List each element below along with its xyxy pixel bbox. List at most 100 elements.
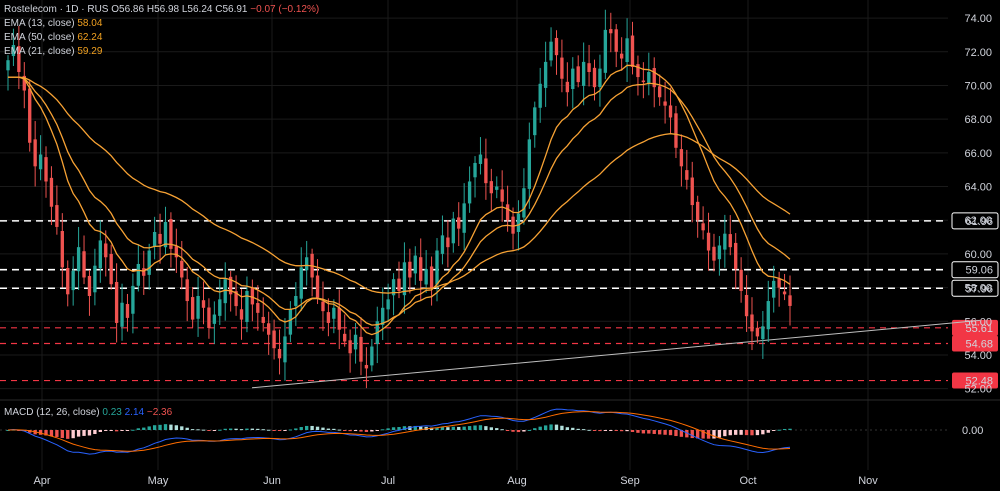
macd-histogram-bar [495, 428, 499, 430]
macd-histogram-bar [505, 430, 510, 431]
macd-histogram-bar [663, 430, 667, 435]
macd-histogram-bar [755, 430, 760, 436]
support-trendline [251, 319, 981, 389]
candle-body [305, 257, 309, 271]
macd-histogram-bar [239, 429, 244, 431]
macd-histogram-bar [397, 427, 401, 430]
macd-histogram-bar [321, 427, 325, 430]
candle-body [554, 37, 559, 56]
macd-histogram-bar [310, 425, 314, 430]
macd-histogram-bar [272, 430, 276, 431]
ema13-legend[interactable]: EMA (13, close) 58.04 [4, 17, 319, 31]
y-tick-label: 60.00 [964, 249, 992, 261]
macd-histogram-bar [201, 429, 206, 431]
candle-body [701, 223, 705, 231]
macd-histogram-bar [587, 429, 591, 431]
candle-body [533, 107, 537, 136]
macd-histogram-bar [473, 425, 477, 430]
macd-histogram-bar [93, 430, 97, 434]
candle-body [478, 154, 483, 164]
y-tick-label: 56.00 [964, 316, 992, 328]
macd-histogram-bar [38, 430, 43, 435]
macd-histogram-bar [592, 430, 597, 431]
level-badge [951, 212, 999, 230]
candle-body [120, 302, 124, 327]
candle-body [147, 250, 151, 275]
candle-body [207, 307, 211, 328]
macd-histogram-bar [788, 428, 792, 430]
candle-body [136, 264, 141, 286]
macd-histogram-bar [717, 430, 722, 438]
macd-histogram-bar [256, 428, 260, 430]
candle-body [690, 177, 694, 206]
candle-body [55, 205, 59, 227]
level-label: 59.06 [965, 265, 993, 277]
candle-body [565, 81, 570, 93]
candle-body [152, 232, 157, 247]
horizontal-levels: 61.96 59.06 57.96 55.61 54.68 52.48 [0, 212, 999, 389]
candle-body [332, 307, 336, 319]
candle-body [723, 233, 727, 250]
macd-histogram-bar [185, 427, 189, 430]
macd-histogram-bar [685, 430, 689, 438]
candle-body [44, 157, 48, 182]
x-tick-label: Jul [381, 475, 395, 487]
macd-histogram-bar [288, 429, 293, 431]
macd-histogram-bar [152, 425, 157, 430]
candle-body [788, 295, 792, 306]
macd-histogram-bar [305, 425, 309, 430]
candle-body [299, 267, 303, 299]
macd-histogram-bar [674, 430, 678, 437]
candle-body [87, 275, 92, 296]
candle-body [685, 170, 689, 180]
candle-body [142, 268, 146, 276]
macd-histogram-bar [109, 430, 113, 431]
candle-body [76, 247, 81, 272]
x-tick-label: May [148, 475, 169, 487]
macd-label: MACD (12, 26, close) [4, 407, 100, 418]
candle-body [413, 255, 417, 274]
level-label: 54.68 [965, 338, 993, 350]
macd-histogram-bar [245, 428, 249, 430]
candle-body [619, 53, 624, 59]
price-axis[interactable]: 74.00 72.00 70.00 68.00 66.00 64.00 62.00 60.00… [964, 13, 992, 396]
macd-legend[interactable]: MACD (12, 26, close) 0.23 2.14 −2.36 [4, 407, 172, 418]
vertical-gridlines [41, 0, 869, 470]
macd-histogram-bar [44, 430, 48, 436]
macd-histogram-bar [381, 429, 385, 431]
ema50-legend[interactable]: EMA (50, close) 62.24 [4, 31, 319, 45]
candle-body [71, 270, 75, 291]
macd-histogram-bar [657, 430, 662, 435]
time-axis[interactable]: Apr May Jun Jul Aug Sep Oct Nov [33, 475, 878, 487]
candle-body [250, 287, 255, 305]
symbol-row[interactable]: Rostelecom · 1D · RUS O56.86 H56.98 L56.… [4, 3, 319, 17]
candle-body [288, 309, 293, 335]
candle-body [201, 300, 206, 308]
macd-histogram-bar [723, 430, 727, 437]
candle-body [266, 323, 271, 335]
candle-body [315, 275, 320, 298]
candle-body [782, 291, 787, 295]
macd-histogram-bar [104, 430, 108, 431]
candle-body [543, 61, 548, 88]
macd-signal-line [7, 411, 791, 452]
candle-body [343, 333, 347, 342]
macd-histogram-bar [283, 430, 287, 431]
candle-body [234, 291, 238, 307]
candle-body [391, 279, 396, 296]
candle-body [500, 189, 504, 202]
candle-body [17, 46, 21, 72]
candle-body [603, 29, 608, 73]
macd-pane: 0.00 [0, 399, 1000, 455]
macd-histogram-bar [163, 424, 168, 430]
ema21-legend[interactable]: EMA (21, close) 59.29 [4, 45, 319, 59]
candle-body [125, 303, 130, 318]
candle-body [104, 243, 108, 258]
ema50-value: 62.24 [77, 32, 103, 43]
macd-histogram-bar [522, 430, 526, 432]
candle-body [283, 336, 287, 363]
macd-histogram-bar [467, 426, 472, 430]
y-tick-label: 74.00 [964, 13, 992, 25]
macd-histogram-bar [125, 430, 130, 431]
